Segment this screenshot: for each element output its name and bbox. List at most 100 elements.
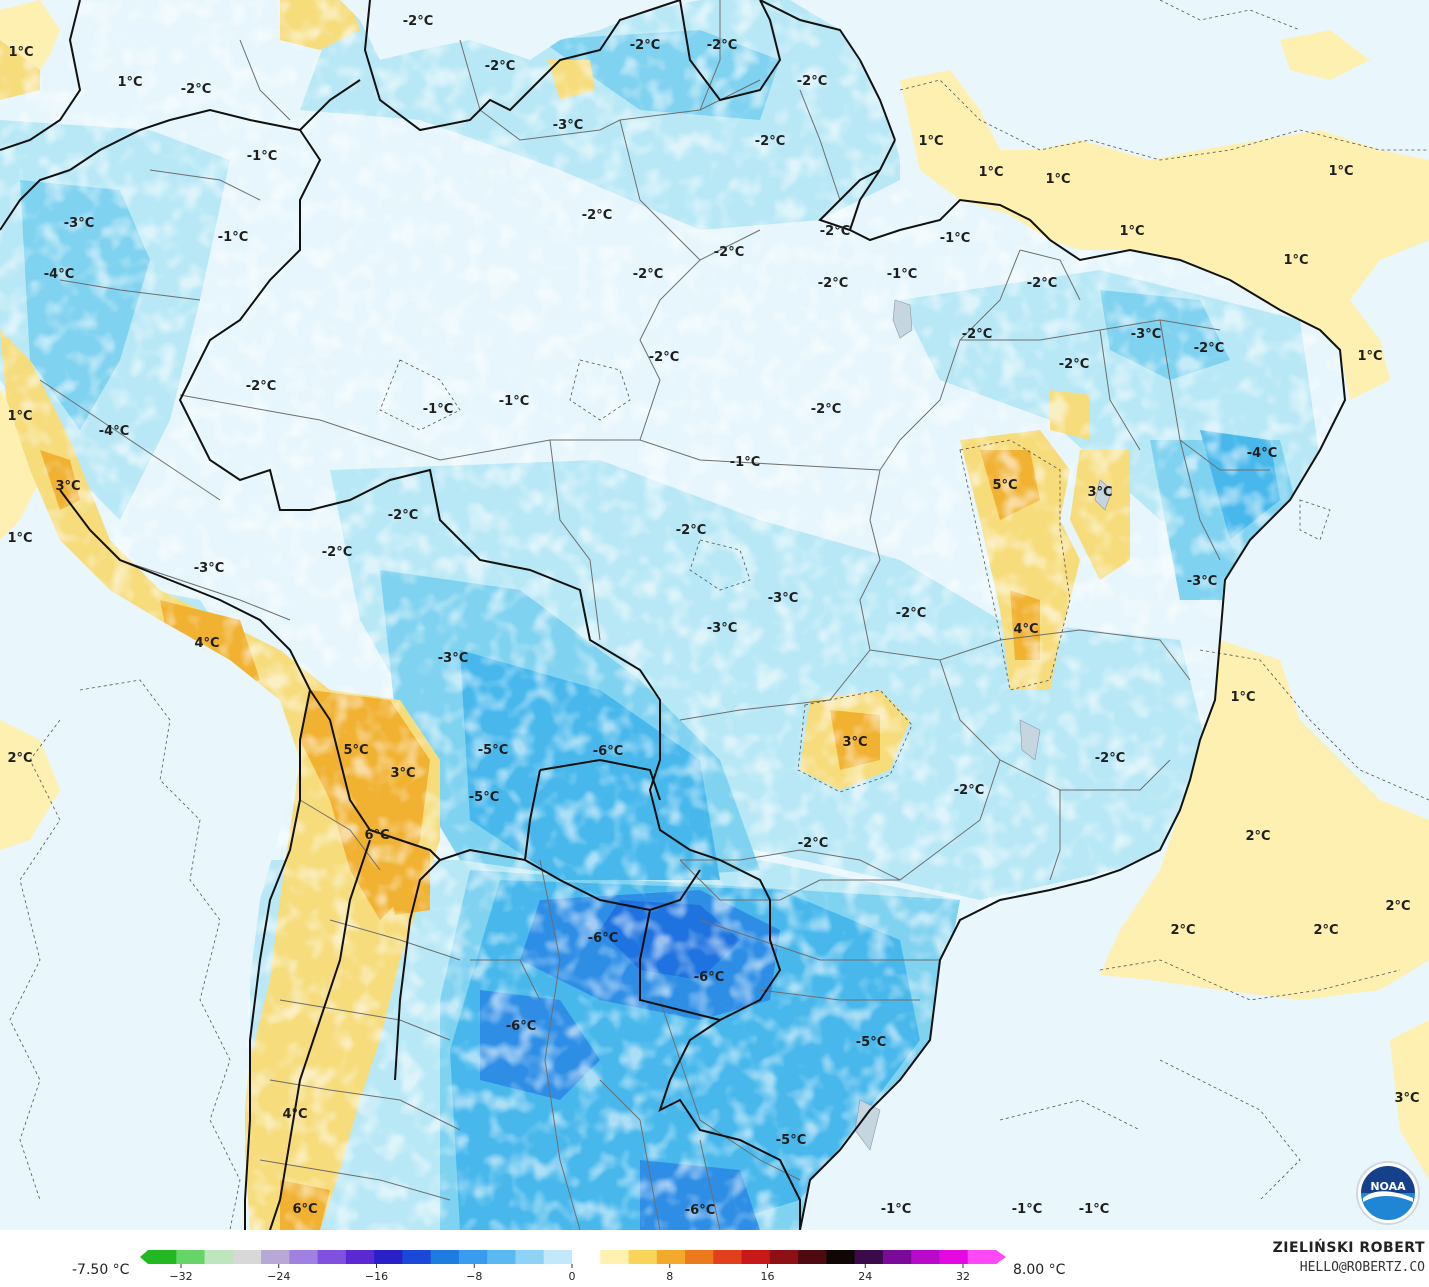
temperature-label: -6°C: [694, 970, 724, 985]
scale-tick-label: −32: [169, 1270, 192, 1283]
legend-bar: -7.50 °C −32 −24 −16 −8 0 8 16 24 32 8.00 °C ZIE…: [0, 1230, 1429, 1287]
temperature-label: 3°C: [1394, 1091, 1419, 1106]
temperature-label: -3°C: [707, 621, 737, 636]
temperature-label: -1°C: [423, 402, 453, 417]
scale-swatch: [543, 1250, 573, 1264]
temperature-label: 1°C: [7, 531, 32, 546]
temperature-label: -2°C: [1194, 341, 1224, 356]
temperature-label: -4°C: [1247, 446, 1277, 461]
temperature-label: 1°C: [117, 75, 142, 90]
temperature-label: -3°C: [1187, 574, 1217, 589]
temperature-label: -2°C: [388, 508, 418, 523]
author-email: HELLO@ROBERTZ.CO: [1299, 1260, 1425, 1275]
scale-swatch: [628, 1250, 658, 1264]
temperature-label: 3°C: [1087, 485, 1112, 500]
scale-swatch: [289, 1250, 319, 1264]
temperature-label: -4°C: [44, 267, 74, 282]
scale-swatch: [939, 1250, 969, 1264]
scale-tick-label: 32: [956, 1270, 970, 1283]
scale-swatch: [317, 1250, 347, 1264]
scale-tick-label: 0: [569, 1270, 576, 1283]
temperature-label: 1°C: [1357, 349, 1382, 364]
temperature-label: -1°C: [881, 1202, 911, 1217]
scale-swatch: [430, 1250, 460, 1264]
scale-swatch: [911, 1250, 940, 1264]
temperature-label: -6°C: [506, 1019, 536, 1034]
scale-swatch: [204, 1250, 234, 1264]
temperature-label: -2°C: [1095, 751, 1125, 766]
temperature-anomaly-map: 1°C -2°C -2°C -2°C -2°C -2°C 1°C -2°C -3°C -2°C 1°…: [0, 0, 1429, 1230]
temperature-label: 2°C: [1385, 899, 1410, 914]
scale-swatch: [967, 1250, 997, 1264]
temperature-label: -1°C: [1012, 1202, 1042, 1217]
scale-swatch: [685, 1250, 714, 1264]
author-name: ZIELIŃSKI ROBERT: [1272, 1240, 1425, 1256]
temperature-label: 2°C: [7, 751, 32, 766]
scale-swatch: [345, 1250, 375, 1264]
temperature-label: -1°C: [730, 455, 760, 470]
temperature-label: -2°C: [962, 327, 992, 342]
temperature-label: 1°C: [7, 409, 32, 424]
scale-max-label: 8.00 °C: [1013, 1262, 1066, 1278]
temperature-label: 3°C: [390, 766, 415, 781]
author-credit: ZIELIŃSKI ROBERT HELLO@ROBERTZ.CO: [1273, 1240, 1425, 1275]
temperature-label: 4°C: [282, 1107, 307, 1122]
temperature-label: -2°C: [797, 74, 827, 89]
scale-swatch: [741, 1250, 771, 1264]
scale-swatch: [374, 1250, 403, 1264]
state-borders: [39, 0, 1270, 1230]
temperature-label: -2°C: [1027, 276, 1057, 291]
temperature-label: -2°C: [714, 245, 744, 260]
temperature-label: -2°C: [818, 276, 848, 291]
scale-tick-label: 24: [858, 1270, 872, 1283]
scale-swatch: [656, 1250, 686, 1264]
temperature-label: 1°C: [1230, 690, 1255, 705]
temperature-label: 2°C: [1245, 829, 1270, 844]
temperature-label: 1°C: [1283, 253, 1308, 268]
temperature-label: -5°C: [469, 790, 499, 805]
temperature-label: 1°C: [8, 45, 33, 60]
scale-tick-label: −24: [267, 1270, 290, 1283]
temperature-label: -4°C: [99, 424, 129, 439]
temperature-label: -2°C: [954, 783, 984, 798]
scale-swatch: [232, 1250, 262, 1264]
scale-tick-label: 8: [666, 1270, 673, 1283]
temperature-label: -2°C: [896, 606, 926, 621]
scale-swatch: [769, 1250, 799, 1264]
temperature-label: 1°C: [978, 165, 1003, 180]
scale-swatch: [176, 1250, 206, 1264]
contour-lines: [9, 0, 1429, 1230]
temperature-label: 1°C: [1119, 224, 1144, 239]
temperature-label: -2°C: [633, 267, 663, 282]
temperature-label: -1°C: [247, 149, 277, 164]
temperature-label: -5°C: [776, 1133, 806, 1148]
temperature-label: -2°C: [630, 38, 660, 53]
temperature-label: -2°C: [485, 59, 515, 74]
temperature-label: 5°C: [992, 478, 1017, 493]
temperature-label: -6°C: [685, 1203, 715, 1218]
scale-swatch: [515, 1250, 545, 1264]
temperature-label: 1°C: [918, 134, 943, 149]
noaa-logo: NOAA: [1356, 1161, 1420, 1225]
scale-swatch: [402, 1250, 432, 1264]
temperature-label: -2°C: [676, 523, 706, 538]
temperature-label: -3°C: [553, 118, 583, 133]
temperature-labels: 1°C -2°C -2°C -2°C -2°C -2°C 1°C -2°C -3°C -2°C 1°…: [7, 14, 1419, 1218]
temperature-label: -2°C: [820, 224, 850, 239]
temperature-label: -2°C: [322, 545, 352, 560]
temperature-label: 2°C: [1313, 923, 1338, 938]
scale-min-arrow: [140, 1250, 148, 1264]
scale-swatch: [600, 1250, 630, 1264]
scale-swatch: [487, 1250, 516, 1264]
temperature-label: 2°C: [1170, 923, 1195, 938]
temperature-label: 6°C: [364, 828, 389, 843]
scale-min-label: -7.50 °C: [72, 1262, 130, 1278]
scale-tick-label: 16: [761, 1270, 775, 1283]
temperature-label: 1°C: [1328, 164, 1353, 179]
temperature-label: -1°C: [887, 267, 917, 282]
scale-swatch: [572, 1250, 601, 1264]
scale-swatch: [713, 1250, 743, 1264]
temperature-label: -2°C: [246, 379, 276, 394]
noaa-logo-text: NOAA: [1370, 1180, 1406, 1193]
temperature-label: 5°C: [343, 743, 368, 758]
